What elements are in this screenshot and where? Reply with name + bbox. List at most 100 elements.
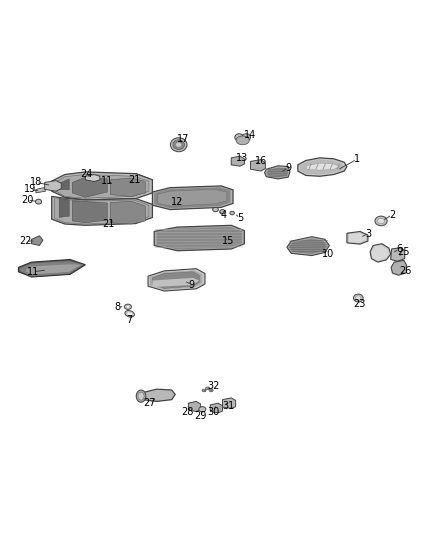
Ellipse shape [126, 305, 130, 308]
Polygon shape [370, 244, 391, 262]
Ellipse shape [124, 304, 131, 310]
Ellipse shape [170, 138, 187, 152]
Polygon shape [391, 248, 405, 261]
Polygon shape [110, 201, 145, 224]
Polygon shape [52, 197, 152, 225]
Polygon shape [300, 159, 344, 174]
Ellipse shape [138, 392, 144, 400]
Ellipse shape [353, 294, 363, 302]
Text: 23: 23 [353, 298, 365, 309]
Polygon shape [154, 187, 230, 208]
Ellipse shape [209, 389, 213, 392]
Polygon shape [307, 163, 339, 170]
Text: 24: 24 [81, 168, 93, 179]
Text: 32: 32 [208, 381, 220, 391]
Text: 15: 15 [223, 236, 235, 246]
Text: 22: 22 [19, 236, 32, 246]
Polygon shape [251, 159, 265, 171]
Polygon shape [152, 272, 199, 288]
Text: 21: 21 [129, 175, 141, 185]
Polygon shape [45, 181, 61, 191]
Polygon shape [55, 198, 149, 224]
Polygon shape [188, 401, 201, 411]
Polygon shape [105, 177, 147, 187]
Text: 6: 6 [396, 244, 403, 254]
Polygon shape [18, 260, 85, 277]
Polygon shape [298, 158, 347, 176]
Ellipse shape [242, 134, 251, 141]
Polygon shape [148, 269, 205, 291]
Polygon shape [20, 261, 83, 276]
Text: 31: 31 [223, 401, 235, 411]
Text: 1: 1 [354, 154, 360, 164]
Polygon shape [158, 189, 227, 206]
Text: 21: 21 [102, 219, 115, 229]
Polygon shape [347, 231, 368, 244]
Text: 16: 16 [254, 156, 267, 166]
Polygon shape [231, 156, 244, 166]
Polygon shape [210, 403, 223, 413]
Polygon shape [289, 238, 327, 254]
Text: 4: 4 [220, 210, 226, 220]
Text: 29: 29 [194, 411, 207, 421]
Polygon shape [265, 166, 290, 179]
Text: 17: 17 [177, 134, 189, 144]
Polygon shape [110, 178, 145, 197]
Ellipse shape [375, 216, 387, 226]
Text: 13: 13 [236, 153, 248, 163]
Polygon shape [223, 398, 236, 408]
Ellipse shape [173, 140, 184, 150]
Polygon shape [55, 174, 149, 198]
Polygon shape [287, 237, 329, 255]
Polygon shape [26, 264, 81, 274]
Ellipse shape [356, 296, 361, 300]
Text: 30: 30 [208, 407, 220, 417]
Text: 2: 2 [389, 210, 395, 220]
Text: 18: 18 [30, 177, 42, 188]
Ellipse shape [35, 199, 42, 204]
Text: 10: 10 [321, 249, 334, 259]
Ellipse shape [125, 311, 134, 317]
Text: 5: 5 [237, 213, 243, 223]
Ellipse shape [236, 136, 249, 145]
Text: 25: 25 [398, 247, 410, 257]
Ellipse shape [206, 387, 209, 390]
Polygon shape [152, 186, 233, 209]
Polygon shape [349, 233, 366, 243]
Text: 11: 11 [101, 176, 113, 186]
Text: 11: 11 [27, 266, 39, 277]
Polygon shape [52, 172, 152, 200]
Text: 28: 28 [181, 407, 194, 417]
Polygon shape [72, 177, 107, 197]
Text: 19: 19 [24, 184, 36, 195]
Polygon shape [154, 225, 244, 251]
Polygon shape [102, 175, 148, 190]
Ellipse shape [199, 407, 206, 412]
Text: 3: 3 [365, 229, 371, 239]
Polygon shape [59, 179, 69, 190]
Polygon shape [391, 260, 406, 275]
Text: 7: 7 [126, 315, 132, 325]
Text: 8: 8 [114, 302, 120, 312]
Ellipse shape [235, 134, 244, 141]
Polygon shape [157, 227, 242, 249]
Ellipse shape [136, 390, 146, 402]
Polygon shape [85, 174, 100, 182]
Text: 14: 14 [244, 130, 257, 140]
Ellipse shape [176, 142, 181, 147]
Text: 12: 12 [171, 197, 184, 207]
Polygon shape [32, 236, 43, 246]
Text: 20: 20 [21, 195, 33, 205]
Ellipse shape [219, 209, 225, 214]
Text: 9: 9 [189, 280, 195, 290]
Polygon shape [100, 174, 150, 191]
Polygon shape [36, 188, 46, 193]
Ellipse shape [378, 219, 385, 223]
Text: 26: 26 [399, 266, 412, 276]
Ellipse shape [202, 389, 206, 392]
Text: 9: 9 [285, 163, 291, 173]
Polygon shape [266, 167, 288, 177]
Polygon shape [150, 270, 202, 290]
Polygon shape [371, 245, 389, 261]
Ellipse shape [213, 207, 219, 212]
